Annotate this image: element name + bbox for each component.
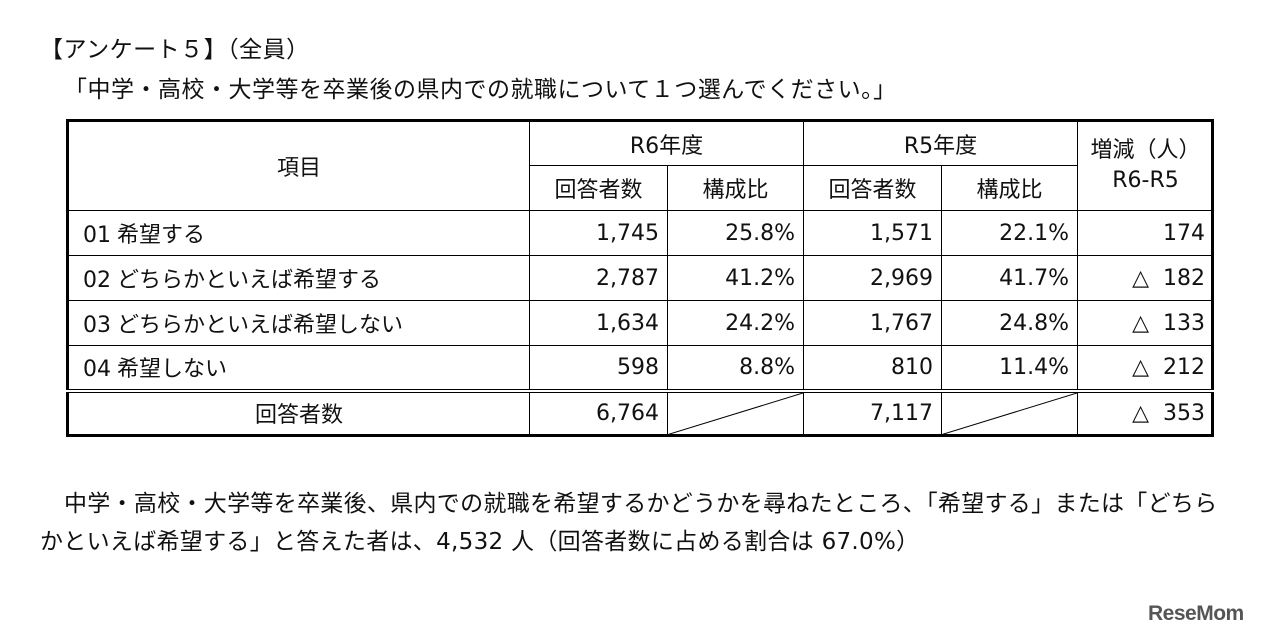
summary-text: 中学・高校・大学等を卒業後、県内での就職を希望するかどうかを尋ねたところ、「希望… [40,491,1218,555]
r5-ratio-cell: 11.4% [941,345,1078,391]
row-code: 03 [83,313,111,338]
table-row: 02 どちらかといえば希望する 2,787 41.2% 2,969 41.7% △… [67,255,1213,301]
diff-value: 174 [1163,220,1205,246]
row-label: どちらかといえば希望する [117,268,382,293]
r5-ratio-header: 構成比 [941,165,1078,211]
total-label: 回答者数 [67,388,530,436]
r5-ratio-cell: 41.7% [941,255,1078,301]
r6-ratio-cell: 25.8% [667,210,804,256]
col-r5-header: R5年度 [803,120,1078,166]
results-table: 項目 R6年度 R5年度 増減（人） R6-R5 回答者数 構成比 回答者数 構… [66,119,1214,437]
row-code: 01 [83,223,111,248]
row-item-cell: 02 どちらかといえば希望する [67,255,530,301]
total-diff-value: 353 [1163,400,1205,426]
diagonal-line [942,393,1077,435]
decrease-marker: △ [1132,400,1149,426]
row-label: 希望する [117,223,206,248]
blank-cell-slash [941,388,1078,436]
table-row: 01 希望する 1,745 25.8% 1,571 22.1% 174 [67,210,1213,256]
r6-count-cell: 1,634 [529,300,668,346]
r6-count-cell: 1,745 [529,210,668,256]
col-item-header: 項目 [67,120,530,211]
row-item-cell: 03 どちらかといえば希望しない [67,300,530,346]
row-item-cell: 01 希望する [67,210,530,256]
resemom-logo: ReseMom [1148,602,1244,625]
r6-ratio-cell: 24.2% [667,300,804,346]
survey-question: 「中学・高校・大学等を卒業後の県内での就職について１つ選んでください。」 [64,77,897,103]
total-r6-count: 6,764 [529,388,668,436]
diff-cell: △ 182 [1077,255,1213,301]
diagonal-line [668,393,803,435]
r6-ratio-cell: 8.8% [667,345,804,391]
total-diff-cell: △ 353 [1077,388,1213,436]
survey-heading: 【アンケート５】（全員） [40,37,310,63]
decrease-marker: △ [1132,265,1149,291]
header-row-1: 項目 R6年度 R5年度 増減（人） R6-R5 [67,120,1213,211]
col-diff-header: 増減（人） R6-R5 [1077,120,1213,211]
row-item-cell: 04 希望しない [67,345,530,391]
row-label: どちらかといえば希望しない [117,313,404,338]
diff-cell: △ 133 [1077,300,1213,346]
total-row: 回答者数 6,764 7,117 △ 353 [67,388,1213,436]
r5-ratio-cell: 24.8% [941,300,1078,346]
r5-count-cell: 2,969 [803,255,942,301]
total-r5-count: 7,117 [803,388,942,436]
results-table-container: 項目 R6年度 R5年度 増減（人） R6-R5 回答者数 構成比 回答者数 構… [66,119,1214,437]
diff-header-line1: 増減（人） [1090,138,1201,163]
row-code: 04 [83,357,111,383]
diff-value: 182 [1163,265,1205,291]
decrease-marker: △ [1132,310,1149,336]
diff-cell: △ 212 [1077,345,1213,391]
r5-ratio-cell: 22.1% [941,210,1078,256]
r6-count-cell: 598 [529,345,668,391]
table-row: 03 どちらかといえば希望しない 1,634 24.2% 1,767 24.8% … [67,300,1213,346]
table-row: 04 希望しない 598 8.8% 810 11.4% △ 212 [67,345,1213,391]
r6-ratio-header: 構成比 [667,165,804,211]
diff-cell: 174 [1077,210,1213,256]
r5-count-cell: 1,571 [803,210,942,256]
r5-count-cell: 810 [803,345,942,391]
r5-respondents-header: 回答者数 [803,165,942,211]
diff-header-line2: R6-R5 [1112,168,1179,193]
r5-count-cell: 1,767 [803,300,942,346]
diff-value: 212 [1163,354,1205,380]
r6-ratio-cell: 41.2% [667,255,804,301]
r6-count-cell: 2,787 [529,255,668,301]
row-label: 希望しない [117,357,228,383]
col-r6-header: R6年度 [529,120,804,166]
decrease-marker: △ [1132,354,1149,380]
diff-value: 133 [1163,310,1205,336]
r6-respondents-header: 回答者数 [529,165,668,211]
row-code: 02 [83,268,111,293]
blank-cell-slash [667,388,804,436]
